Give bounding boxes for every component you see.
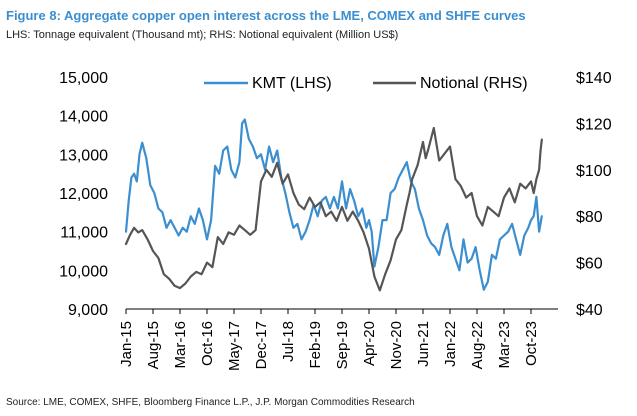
legend-label-notional: Notional (RHS)	[420, 75, 528, 92]
left-axis-tick-label: 12,000	[59, 186, 108, 203]
x-axis-tick-label: Jul-18	[280, 321, 297, 362]
left-axis-tick-label: 13,000	[59, 147, 108, 164]
left-axis-labels: 9,000 10,000 11,000 12,000 13,000 14,000 15,00…	[59, 70, 108, 319]
left-axis-tick-label: 10,000	[59, 263, 108, 280]
left-axis-tick-label: 9,000	[68, 302, 108, 319]
legend-label-kmt: KMT (LHS)	[252, 75, 332, 92]
chart-source: Source: LME, COMEX, SHFE, Bloomberg Fina…	[6, 397, 415, 408]
x-axis-tick-label: May-17	[226, 321, 243, 371]
chart-title: Figure 8: Aggregate copper open interest…	[6, 8, 526, 23]
right-axis-tick-label: $60	[576, 256, 603, 273]
left-axis-tick-label: 15,000	[59, 70, 108, 87]
x-axis-tick-label: Jan-22	[442, 321, 459, 367]
x-axis-tick-label: Jan-15	[118, 321, 135, 367]
x-axis-tick-label: Aug-22	[469, 321, 486, 369]
right-axis-tick-label: $120	[576, 116, 612, 133]
x-axis-tick-label: Apr-20	[361, 321, 378, 366]
legend: KMT (LHS) Notional (RHS)	[204, 75, 528, 92]
series-line-kmt	[124, 118, 543, 291]
left-axis-tick-label: 11,000	[60, 225, 108, 242]
x-axis-tick-label: Oct-16	[199, 321, 216, 366]
right-axis-labels: $40 $60 $80 $100 $120 $140	[576, 70, 612, 319]
x-axis-tick-label: Mar-16	[172, 321, 189, 369]
x-axis-tick-label: Jun-21	[415, 321, 432, 367]
left-axis-tick-label: 14,000	[59, 109, 108, 126]
x-axis-tick-label: Oct-23	[523, 321, 540, 366]
x-axis-tick-label: Feb-19	[307, 321, 324, 369]
x-axis-tick-label: Dec-17	[253, 321, 270, 369]
chart-subtitle: LHS: Tonnage equivalent (Thousand mt); R…	[6, 29, 399, 41]
series-line-notional	[124, 126, 543, 292]
right-axis-tick-label: $100	[576, 163, 612, 180]
plot-lines	[124, 118, 543, 292]
right-axis-tick-label: $80	[576, 209, 603, 226]
right-axis-tick-label: $40	[576, 302, 603, 319]
x-axis-tick-label: Mar-23	[496, 321, 513, 369]
right-axis-tick-label: $140	[576, 70, 612, 87]
x-axis-tick-label: Aug-15	[145, 321, 162, 369]
x-axis-tick-label: Nov-20	[388, 321, 405, 369]
x-axis-tick-label: Sep-19	[334, 321, 351, 369]
x-axis: Jan-15 Aug-15 Mar-16 Oct-16 May-17 Dec-17 Jul-…	[118, 308, 558, 371]
